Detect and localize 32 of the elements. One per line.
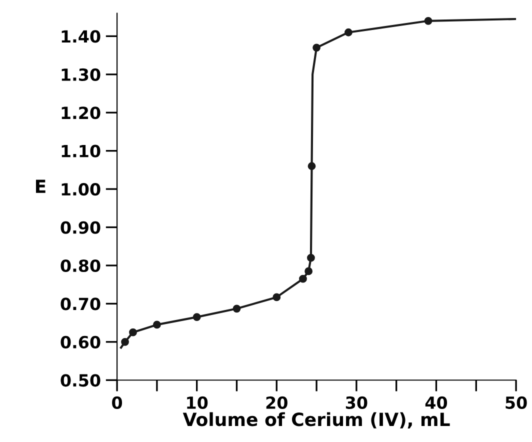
line-series bbox=[120, 16, 516, 349]
x-tick-label: 10 bbox=[187, 396, 208, 409]
point bbox=[312, 44, 320, 52]
y-tick-label: 0.50 bbox=[60, 374, 100, 387]
point bbox=[344, 28, 352, 36]
y-tick-label: 1.30 bbox=[62, 68, 100, 81]
point bbox=[307, 254, 315, 262]
y-tick-label: 1.20 bbox=[62, 106, 100, 120]
x-tick-label: 0 bbox=[112, 396, 122, 409]
y-tick-label: 1.10 bbox=[62, 144, 100, 158]
y-tick-label: 0.70 bbox=[60, 298, 100, 310]
y-tick-label: 0.90 bbox=[60, 221, 100, 234]
point bbox=[192, 313, 201, 322]
point bbox=[152, 320, 161, 329]
y-tick-label: 1.00 bbox=[62, 183, 100, 196]
x-tick-label: 30 bbox=[346, 396, 368, 409]
x-tick-label: 50 bbox=[506, 396, 527, 409]
point bbox=[424, 16, 432, 25]
x-axis-title: Volume of Cerium (IV), mL bbox=[182, 412, 450, 429]
y-tick-label: 0.80 bbox=[60, 259, 100, 272]
point bbox=[308, 162, 316, 170]
point bbox=[299, 274, 307, 283]
y-tick-label: 1.40 bbox=[62, 30, 100, 43]
y-axis-title: E bbox=[36, 180, 46, 193]
point bbox=[232, 304, 241, 313]
x-tick-label: 40 bbox=[425, 396, 448, 409]
point bbox=[121, 338, 129, 346]
y-tick-label: 0.60 bbox=[60, 336, 100, 348]
point bbox=[304, 267, 313, 276]
point bbox=[272, 293, 281, 302]
point bbox=[129, 328, 137, 336]
x-tick-label: 20 bbox=[266, 396, 288, 409]
